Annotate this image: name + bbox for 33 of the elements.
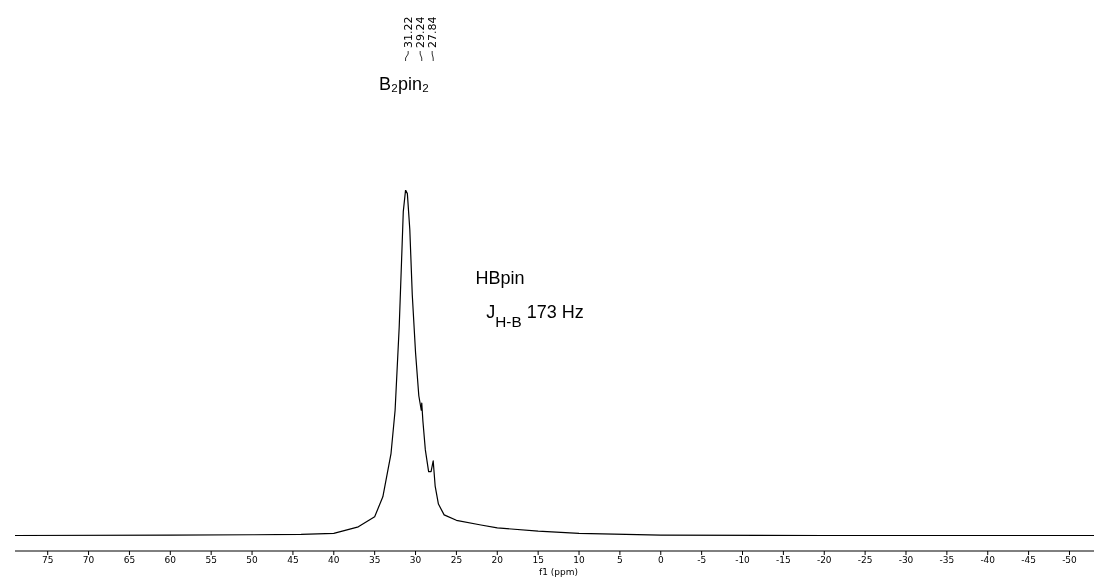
annotation: 29.24 [414,16,428,48]
x-tick-label: -40 [980,555,996,566]
x-tick-label: 75 [41,555,54,566]
x-tick-label: -15 [776,555,791,566]
x-tick-label: -35 [939,555,955,566]
x-tick-label: 40 [328,555,340,566]
x-tick-label: -50 [1062,555,1078,566]
x-tick-label: 60 [164,555,177,566]
x-tick-label: -5 [697,555,707,566]
x-tick-label: 10 [573,555,586,566]
x-tick-label: 20 [491,555,504,566]
x-tick-label: 50 [246,555,259,566]
x-tick-label: 0 [657,555,664,566]
x-tick-label: 55 [205,555,217,566]
x-tick-label: -30 [898,555,914,566]
annotation: HBpin [475,268,525,288]
x-tick-label: 15 [532,555,544,566]
x-axis-title: f1 (ppm) [539,567,579,577]
x-tick-label: 70 [82,555,95,566]
text: B₂pin₂ [378,74,430,94]
x-tick-label: 30 [409,555,422,566]
annotation: 31.22 [402,16,416,48]
x-tick-label: 5 [617,555,623,566]
x-tick-label: -20 [816,555,832,566]
x-tick-label: 35 [368,555,381,566]
x-tick-label: 45 [287,555,299,566]
x-tick-label: -10 [735,555,751,566]
x-tick-label: 65 [123,555,136,566]
annotation: J$_{H-B}$ 173 Hz [486,302,584,330]
x-tick-label: 25 [450,555,463,566]
x-tick-label: -25 [857,555,873,566]
annotation: 27.84 [426,16,440,48]
x-tick-label: -45 [1021,555,1036,566]
